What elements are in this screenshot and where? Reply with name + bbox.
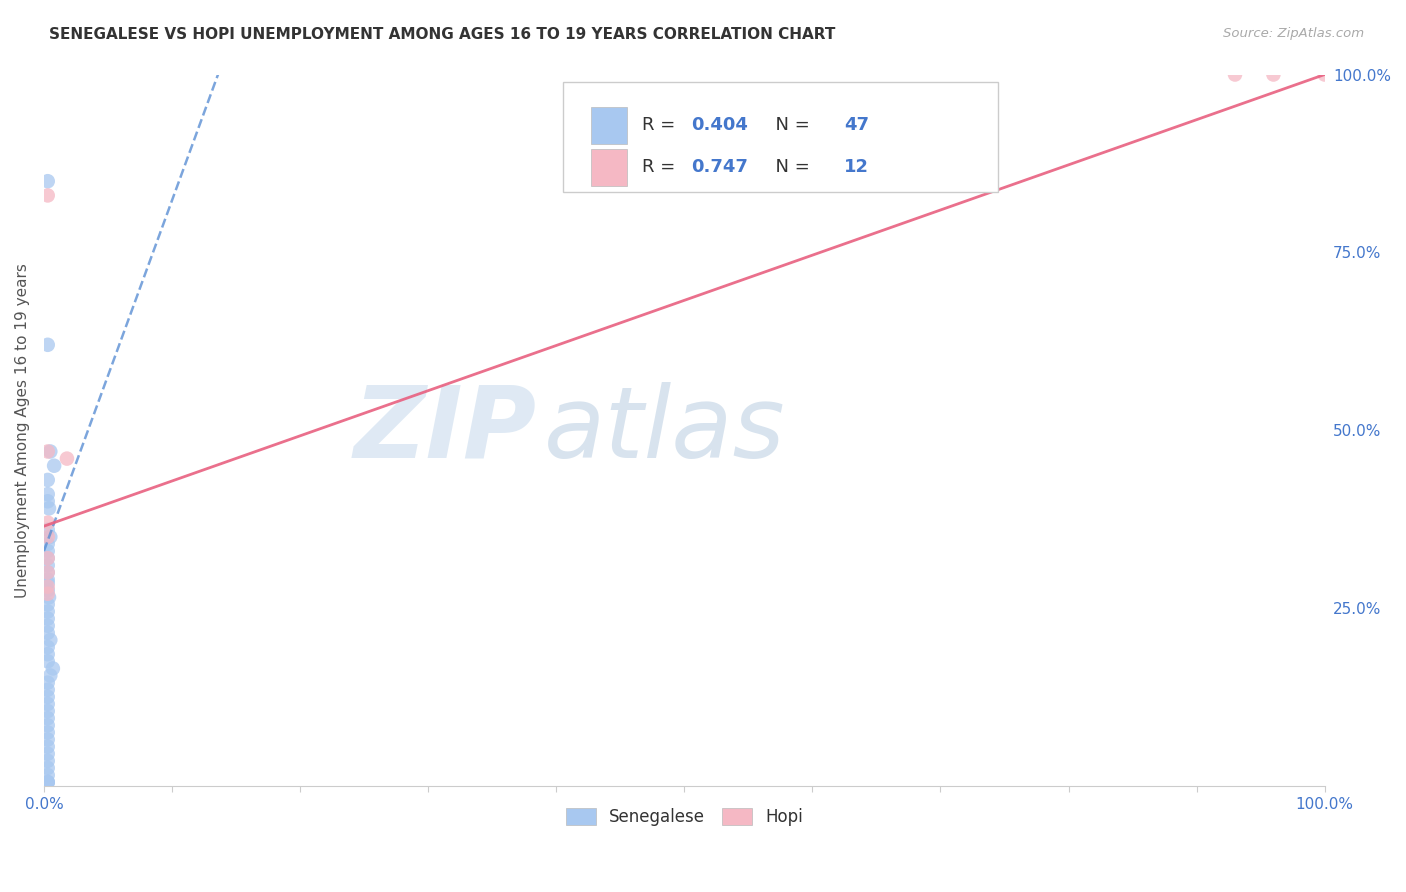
Point [37,612,59,626]
Point [37,625,59,640]
Point [1263,68,1285,82]
Text: R =: R = [643,159,686,177]
Point [37,551,59,566]
Point [37,654,59,668]
Point [37,576,59,591]
Point [37,732,59,747]
Point [37,619,59,633]
Point [37,573,59,587]
Point [37,775,59,789]
Text: R =: R = [643,116,681,134]
Point [37,768,59,782]
Point [37,537,59,551]
Point [39,632,62,647]
FancyBboxPatch shape [591,107,627,144]
Point [37,739,59,754]
Text: N =: N = [763,159,815,177]
Y-axis label: Unemployment Among Ages 16 to 19 years: Unemployment Among Ages 16 to 19 years [15,263,30,598]
Point [37,754,59,768]
Point [37,718,59,732]
Point [42,661,65,675]
Point [1313,68,1336,82]
Point [37,487,59,501]
Point [37,697,59,711]
Point [37,580,59,594]
Point [37,558,59,573]
Point [37,761,59,775]
Point [37,725,59,739]
Point [44,458,66,473]
Text: 47: 47 [845,116,869,134]
Point [39,668,62,682]
Point [37,494,59,508]
Point [37,775,59,789]
Point [37,690,59,704]
Point [37,682,59,697]
Text: SENEGALESE VS HOPI UNEMPLOYMENT AMONG AGES 16 TO 19 YEARS CORRELATION CHART: SENEGALESE VS HOPI UNEMPLOYMENT AMONG AG… [49,27,835,42]
Point [39,530,62,544]
Point [37,566,59,580]
Text: 0.404: 0.404 [690,116,748,134]
Text: ZIP: ZIP [354,382,537,479]
Point [37,587,59,601]
FancyBboxPatch shape [591,149,627,186]
Point [37,605,59,619]
Point [37,583,59,598]
Point [37,516,59,530]
Point [1223,68,1246,82]
Point [37,544,59,558]
Point [37,473,59,487]
Point [37,188,59,202]
Point [37,174,59,188]
Point [37,747,59,761]
Point [38,591,60,605]
Point [37,566,59,580]
Point [38,501,60,516]
Point [37,551,59,566]
Point [37,704,59,718]
Point [37,640,59,654]
FancyBboxPatch shape [562,82,998,192]
Text: 0.747: 0.747 [690,159,748,177]
Point [39,444,62,458]
Point [37,675,59,690]
Point [37,775,59,789]
Text: atlas: atlas [543,382,785,479]
Point [37,647,59,661]
Text: 12: 12 [845,159,869,177]
Point [56,451,79,466]
Point [37,338,59,352]
Point [37,598,59,612]
Text: Source: ZipAtlas.com: Source: ZipAtlas.com [1223,27,1364,40]
Point [37,530,59,544]
Point [37,711,59,725]
Point [37,444,59,458]
Text: N =: N = [763,116,815,134]
Point [37,523,59,537]
Legend: Senegalese, Hopi: Senegalese, Hopi [557,799,811,834]
